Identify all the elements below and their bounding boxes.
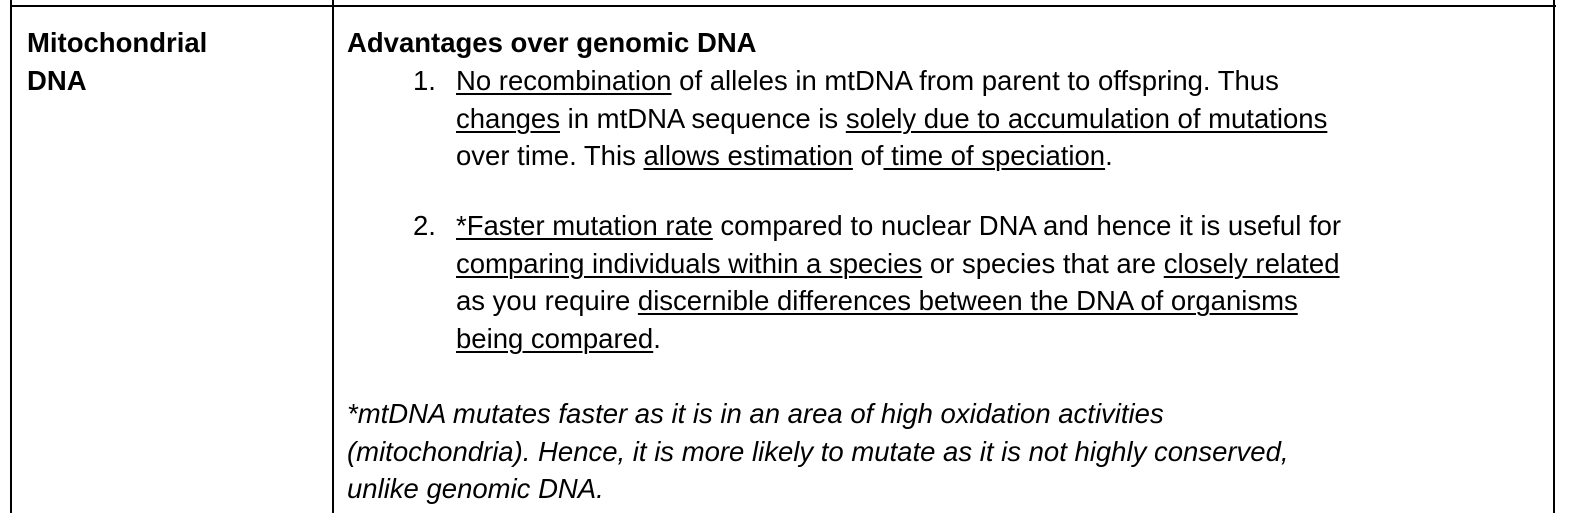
section-heading: Advantages over genomic DNA <box>347 27 757 58</box>
underlined-phrase: allows estimation <box>643 140 853 172</box>
text-run: compared to nuclear DNA and hence it is … <box>712 210 1342 241</box>
underlined-phrase: discernible differences between the DNA … <box>637 285 1298 317</box>
list-number: 2. <box>413 210 436 241</box>
text-run: in mtDNA sequence is <box>559 102 846 134</box>
text-run: of <box>852 140 884 172</box>
underlined-phrase: being compared <box>456 323 654 355</box>
list-item-line: comparing individuals within a species o… <box>456 248 1340 280</box>
list-item-line: *Faster mutation rate compared to nuclea… <box>456 210 1341 242</box>
table-border-left <box>10 0 12 513</box>
list-item-line: as you require discernible differences b… <box>456 285 1298 317</box>
list-item-line: changes in mtDNA sequence is solely due … <box>456 103 1327 135</box>
text-run: over time. This <box>456 140 644 172</box>
footnote-line: (mitochondria). Hence, it is more likely… <box>347 435 1289 467</box>
text-run: of alleles in mtDNA from parent to offsp… <box>671 65 1279 96</box>
row-label-line: DNA <box>27 65 87 96</box>
list-item-line: No recombination of alleles in mtDNA fro… <box>456 65 1279 97</box>
underlined-phrase: comparing individuals within a species <box>456 247 923 279</box>
underlined-phrase: time of speciation <box>883 140 1106 172</box>
footnote-line: unlike genomic DNA. <box>347 473 604 505</box>
underlined-phrase: closely related <box>1163 247 1340 279</box>
list-item-line: being compared. <box>456 323 661 355</box>
footnote-line: *mtDNA mutates faster as it is in an are… <box>347 398 1164 429</box>
table-row-border-top <box>11 5 1556 7</box>
table-border-right <box>1553 0 1555 513</box>
list-number: 1. <box>413 65 436 96</box>
table-column-divider <box>332 0 334 513</box>
underlined-phrase: changes <box>456 102 560 134</box>
list-item-line: over time. This allows estimation of tim… <box>456 140 1113 172</box>
text-run: . <box>653 323 661 355</box>
underlined-phrase: solely due to accumulation of mutations <box>845 102 1328 134</box>
underlined-phrase: No recombination <box>456 65 672 96</box>
text-run: as you require <box>456 285 638 317</box>
underlined-phrase: *Faster mutation rate <box>456 210 713 241</box>
text-run: . <box>1105 140 1113 172</box>
text-run: or species that are <box>922 247 1164 279</box>
row-label-line: Mitochondrial <box>27 27 208 58</box>
